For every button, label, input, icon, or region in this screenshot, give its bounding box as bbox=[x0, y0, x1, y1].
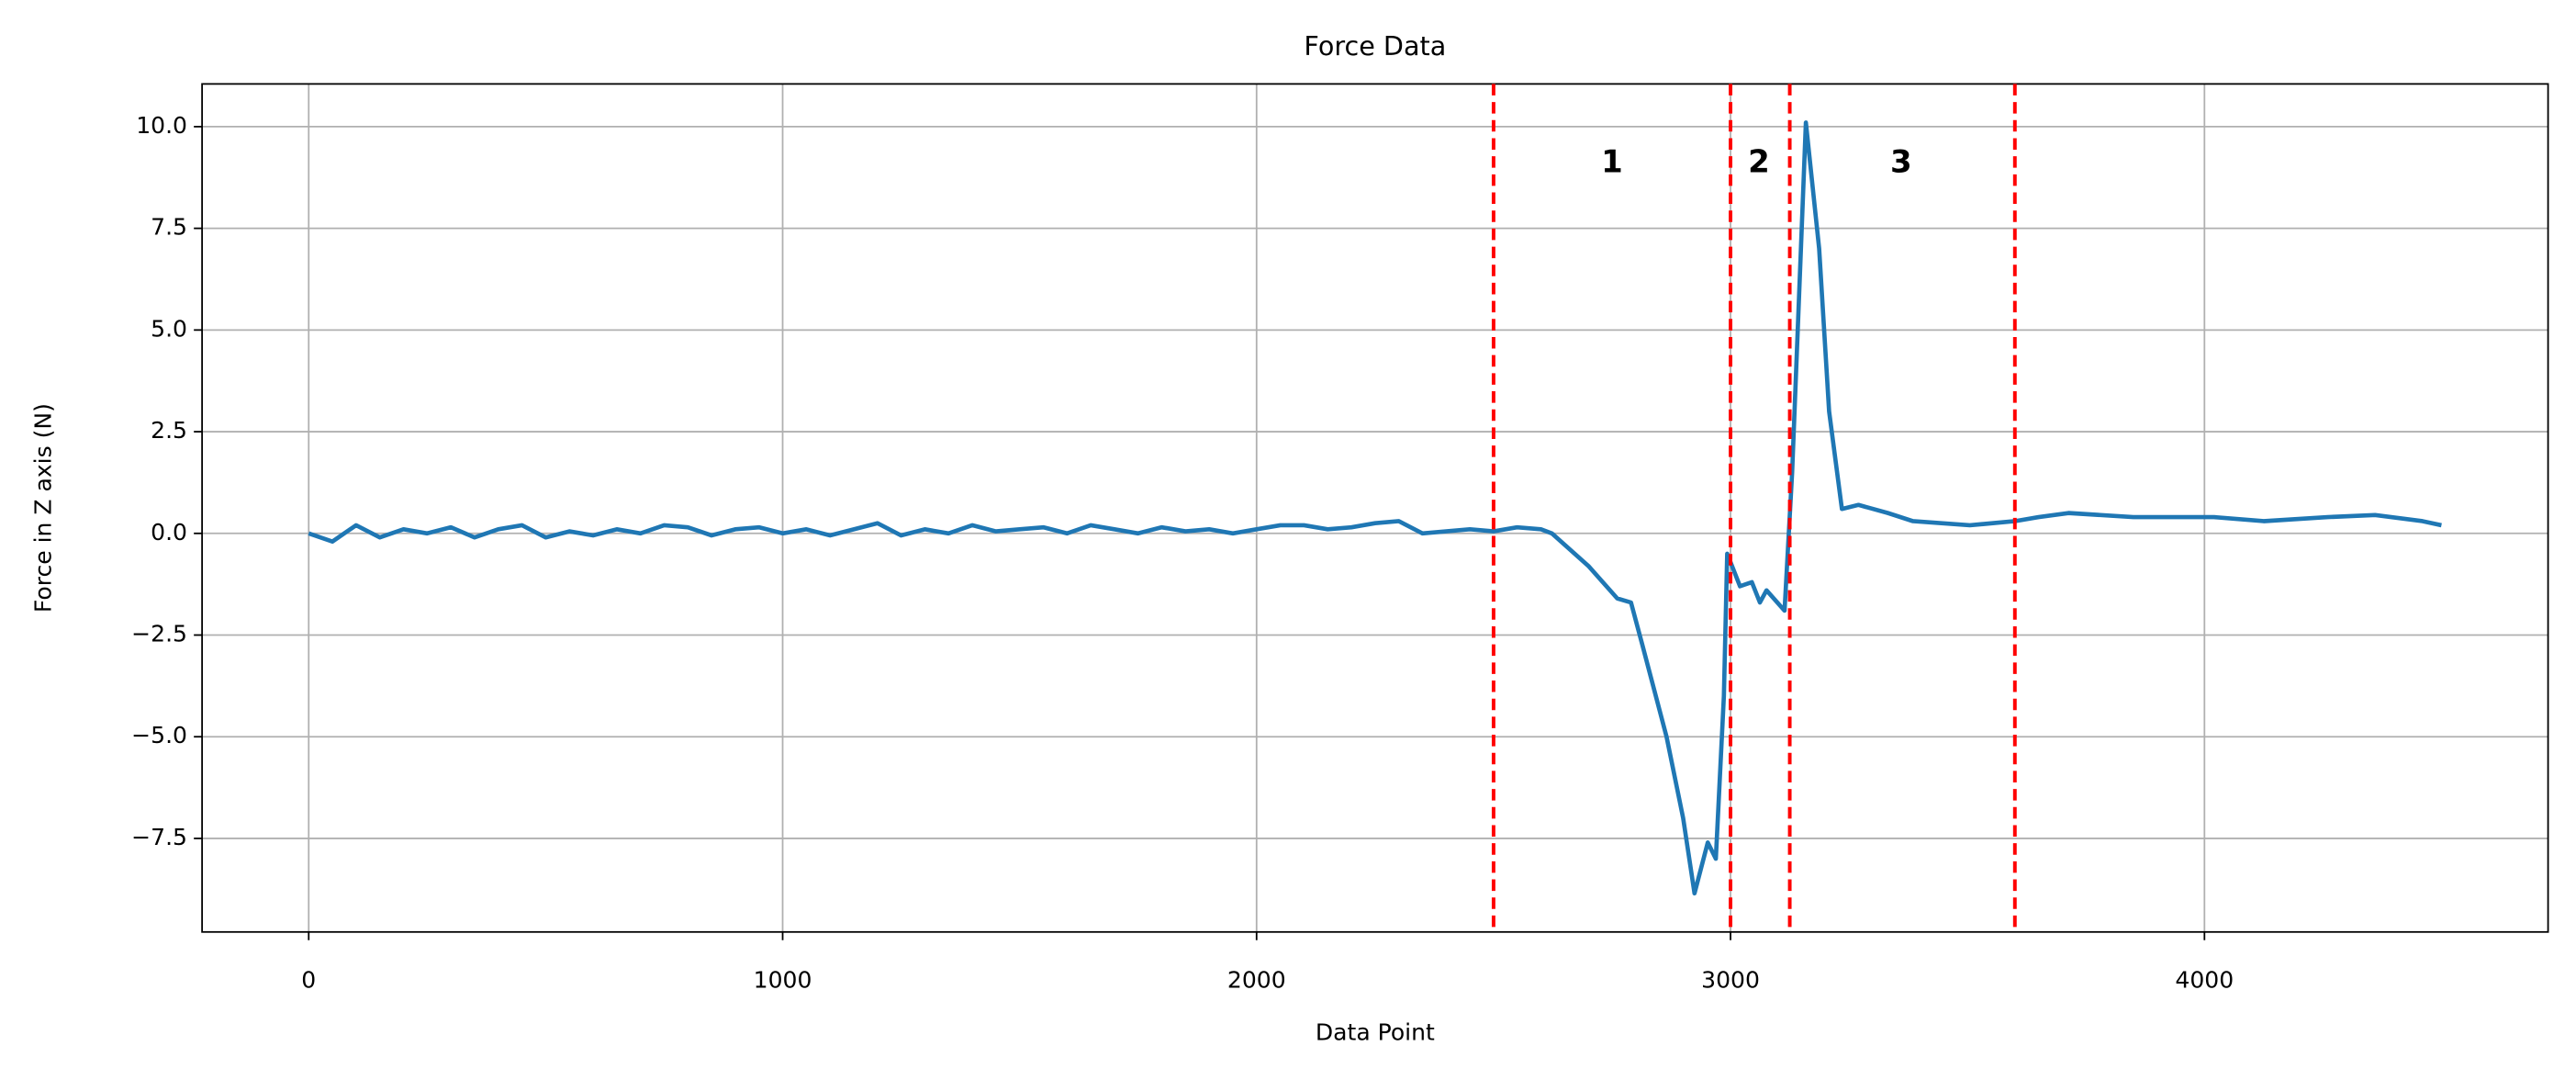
x-axis-label: Data Point bbox=[1316, 1019, 1435, 1046]
x-tick-label: 0 bbox=[301, 966, 316, 993]
x-tick-label: 3000 bbox=[1701, 966, 1760, 993]
y-tick-label: 7.5 bbox=[151, 214, 187, 241]
y-axis-label: Force in Z axis (N) bbox=[29, 403, 56, 613]
y-tick-label: −2.5 bbox=[131, 621, 187, 647]
phase-label: 1 bbox=[1601, 143, 1623, 180]
y-tick-label: 2.5 bbox=[151, 417, 187, 444]
y-tick-label: 0.0 bbox=[151, 519, 187, 546]
plot-area bbox=[202, 84, 2548, 932]
x-tick-label: 4000 bbox=[2175, 966, 2234, 993]
chart-title: Force Data bbox=[1304, 30, 1446, 62]
y-tick-label: 10.0 bbox=[136, 112, 187, 139]
y-tick-label: −5.0 bbox=[131, 722, 187, 748]
phase-label: 2 bbox=[1748, 143, 1770, 180]
phase-label: 3 bbox=[1890, 143, 1912, 180]
axes-frame bbox=[201, 83, 2549, 933]
x-tick-label: 2000 bbox=[1227, 966, 1286, 993]
y-tick-label: −7.5 bbox=[131, 824, 187, 850]
data-line bbox=[308, 120, 2442, 896]
x-tick-label: 1000 bbox=[754, 966, 812, 993]
y-tick-label: 5.0 bbox=[151, 315, 187, 342]
